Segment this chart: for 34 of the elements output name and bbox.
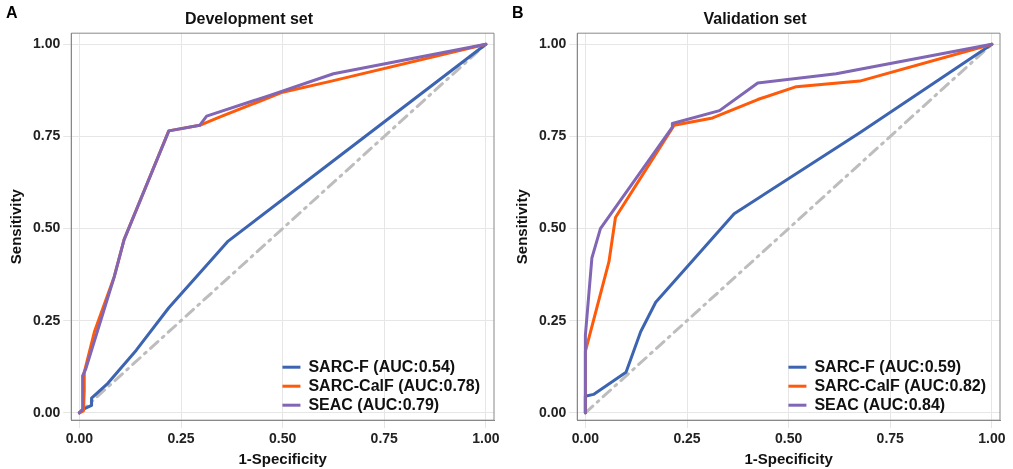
chart-title: Validation set xyxy=(703,10,808,28)
text: A xyxy=(6,4,18,22)
x-tick-label: 0.75 xyxy=(876,430,905,447)
legend-label: SEAC (AUC:0.79) xyxy=(308,395,440,413)
legend-label: SARC-F (AUC:0.59) xyxy=(814,357,962,375)
x-tick-label: 1.00 xyxy=(978,430,1006,447)
y-tick-label: 1.00 xyxy=(33,35,61,52)
legend-label: SARC-CalF (AUC:0.82) xyxy=(814,376,987,394)
chart-title: Development set xyxy=(184,10,314,28)
x-tick-label: 0.50 xyxy=(269,430,297,447)
y-tick-label: 0.25 xyxy=(539,311,567,328)
legend-label: SARC-F (AUC:0.54) xyxy=(308,357,456,375)
x-tick-label: 0.25 xyxy=(673,430,701,447)
text: B xyxy=(512,4,524,22)
x-axis-title: 1-Specificity xyxy=(238,450,328,468)
x-tick-label: 0.75 xyxy=(370,430,399,447)
x-tick-label: 0.50 xyxy=(775,430,803,447)
legend-label: SARC-CalF (AUC:0.78) xyxy=(308,376,481,394)
y-tick-label: 1.00 xyxy=(539,35,567,52)
legend-label: SEAC (AUC:0.84) xyxy=(814,395,946,413)
x-tick-label: 0.00 xyxy=(571,430,600,447)
y-tick-label: 0.00 xyxy=(33,403,61,420)
y-tick-label: 0.50 xyxy=(33,219,61,236)
x-axis-title: 1-Specificity xyxy=(744,450,834,468)
x-tick-label: 1.00 xyxy=(472,430,500,447)
x-tick-label: 0.25 xyxy=(167,430,195,447)
y-axis-title: Sensitivity xyxy=(513,188,531,265)
x-tick-label: 0.00 xyxy=(65,430,94,447)
y-tick-label: 0.25 xyxy=(33,311,61,328)
y-tick-label: 0.50 xyxy=(539,219,567,236)
y-tick-label: 0.75 xyxy=(539,127,567,144)
y-axis-title: Sensitivity xyxy=(7,188,25,265)
y-tick-label: 0.75 xyxy=(33,127,61,144)
y-tick-label: 0.00 xyxy=(539,403,567,420)
